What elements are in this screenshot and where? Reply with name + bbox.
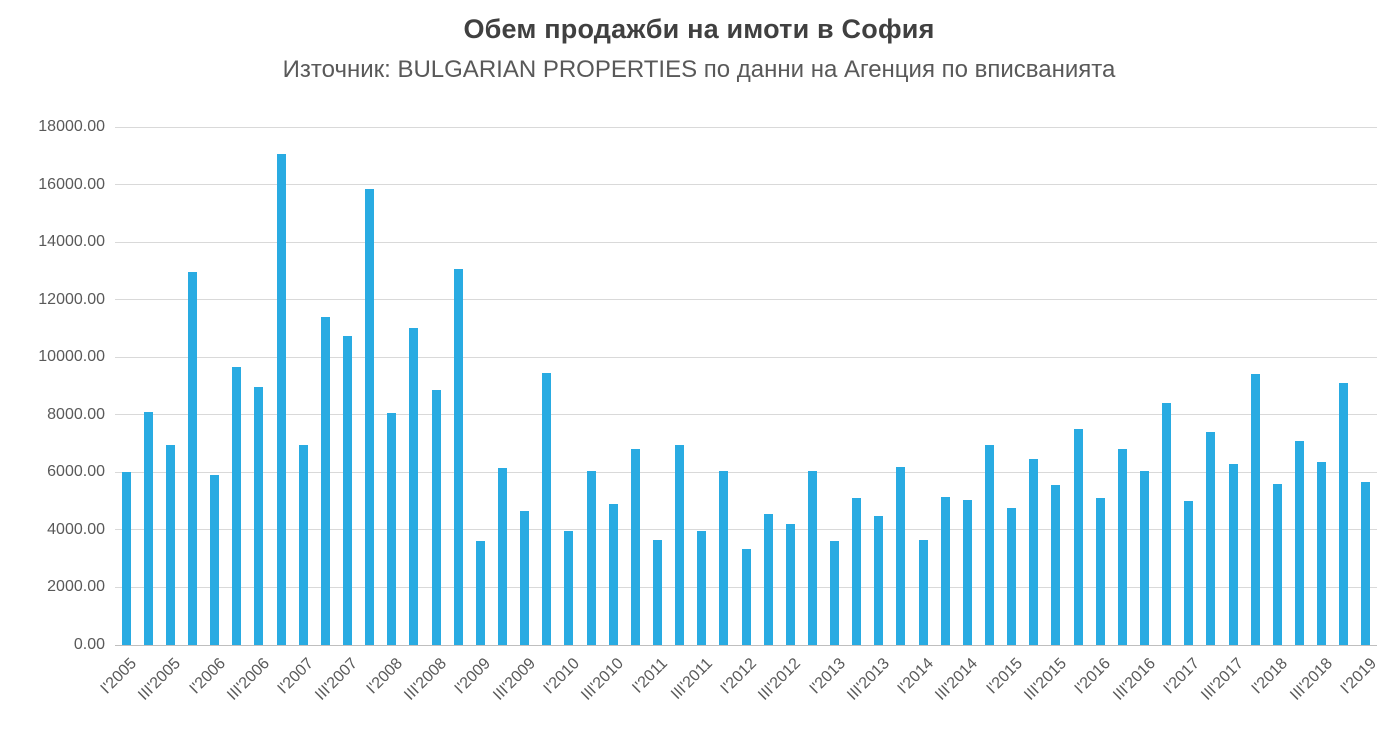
bar — [874, 515, 884, 645]
gridline — [115, 184, 1377, 186]
y-tick-label: 8000.00 — [47, 405, 105, 423]
bar — [630, 449, 640, 645]
bar — [940, 496, 950, 645]
gridline — [115, 241, 1377, 243]
bar — [697, 531, 707, 645]
gridline — [115, 299, 1377, 301]
bar — [232, 367, 242, 645]
bar — [1162, 403, 1172, 645]
y-tick-label: 14000.00 — [38, 233, 105, 251]
bar — [962, 499, 972, 645]
y-tick-label: 10000.00 — [38, 348, 105, 366]
bar — [1317, 462, 1327, 645]
gridline — [115, 529, 1377, 531]
chart-title: Обем продажби на имоти в София — [463, 14, 935, 44]
bar — [1073, 429, 1083, 645]
bar — [1272, 483, 1282, 645]
bar — [586, 470, 596, 645]
bar — [1295, 440, 1304, 645]
gridline — [115, 126, 1377, 128]
bar — [1361, 482, 1371, 645]
gridline — [115, 644, 1377, 646]
bar — [1007, 508, 1017, 645]
bar — [165, 444, 175, 645]
y-tick-label: 2000.00 — [47, 578, 105, 596]
y-tick-label: 4000.00 — [47, 520, 105, 538]
y-tick-label: 6000.00 — [47, 463, 105, 481]
bar — [254, 387, 264, 645]
bar — [1051, 485, 1061, 645]
bar — [852, 498, 862, 645]
bar — [896, 466, 906, 645]
bar — [564, 531, 574, 645]
gridline — [115, 471, 1377, 473]
bar — [387, 413, 397, 645]
plot-area: 0.00 2000.00 4000.00 6000.00 8000.00 10000.00… — [38, 118, 1380, 704]
bar — [210, 475, 220, 645]
bar — [497, 468, 507, 645]
bar — [1206, 432, 1216, 645]
bar — [475, 541, 485, 645]
bar — [652, 539, 662, 645]
chart-subtitle: Източник: BULGARIAN PROPERTIES по данни … — [282, 56, 1116, 83]
bar — [763, 514, 773, 645]
bar — [520, 511, 530, 645]
bar — [608, 503, 618, 645]
bar — [1140, 470, 1150, 645]
bar — [1095, 498, 1105, 645]
bar — [342, 335, 352, 645]
y-tick-label: 0.00 — [73, 636, 105, 653]
bar — [1117, 449, 1127, 645]
y-tick-label: 12000.00 — [38, 290, 105, 308]
gridline — [115, 414, 1377, 416]
bar — [830, 541, 840, 645]
gridline — [115, 356, 1377, 358]
bar — [719, 470, 729, 645]
bar — [320, 316, 330, 645]
bar — [542, 373, 552, 645]
bar — [409, 328, 419, 645]
bar — [276, 154, 286, 645]
bar — [453, 269, 463, 645]
bar — [187, 272, 197, 645]
bar — [143, 411, 153, 645]
bar — [1029, 459, 1039, 645]
bar — [1228, 463, 1238, 645]
bar — [298, 444, 308, 645]
bar — [985, 444, 995, 645]
bar — [1184, 501, 1194, 645]
bar — [741, 548, 751, 645]
bar — [1250, 374, 1260, 645]
bar — [918, 539, 928, 645]
y-tick-label: 18000.00 — [38, 118, 105, 135]
y-tick-label: 16000.00 — [38, 175, 105, 193]
bar — [431, 390, 441, 645]
bar — [807, 470, 817, 645]
bar — [1339, 383, 1349, 645]
bar — [785, 524, 795, 645]
bar — [121, 472, 131, 645]
bar — [675, 444, 685, 645]
bar — [365, 188, 375, 645]
